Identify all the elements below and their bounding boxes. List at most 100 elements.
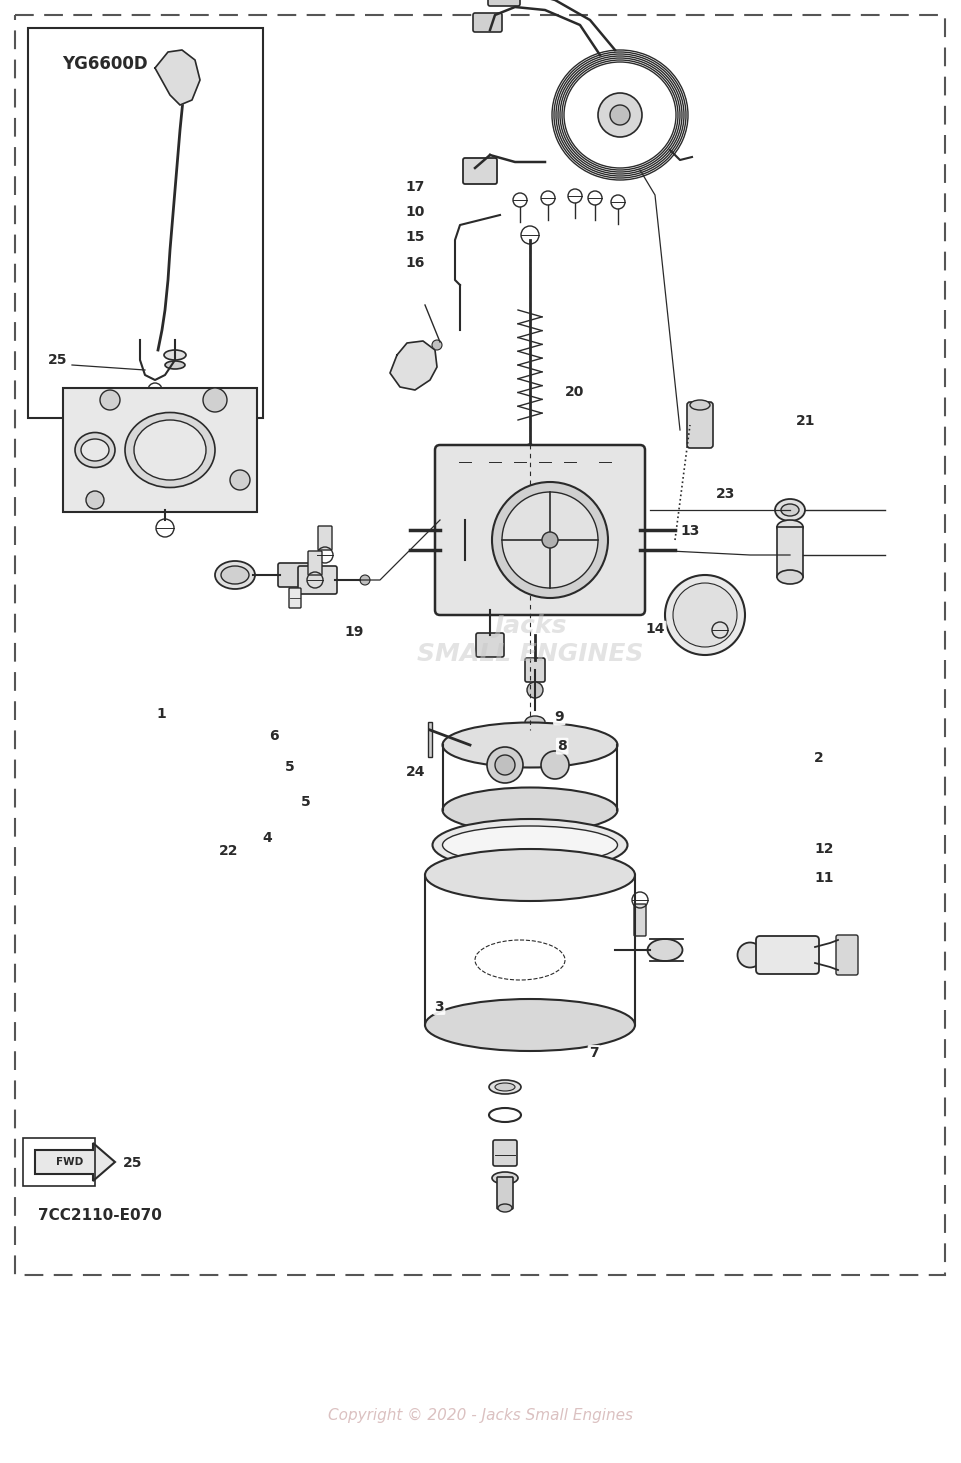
FancyBboxPatch shape bbox=[278, 563, 312, 587]
Text: 25: 25 bbox=[123, 1156, 142, 1170]
FancyBboxPatch shape bbox=[473, 13, 502, 32]
Text: 17: 17 bbox=[406, 180, 425, 195]
Ellipse shape bbox=[442, 787, 618, 832]
FancyBboxPatch shape bbox=[488, 0, 520, 6]
Ellipse shape bbox=[81, 439, 109, 461]
Text: 16: 16 bbox=[406, 256, 425, 271]
FancyBboxPatch shape bbox=[428, 723, 432, 756]
FancyBboxPatch shape bbox=[687, 402, 713, 448]
FancyBboxPatch shape bbox=[63, 388, 257, 512]
Text: 22: 22 bbox=[219, 844, 238, 859]
Ellipse shape bbox=[648, 939, 682, 961]
Circle shape bbox=[86, 492, 104, 509]
Text: 3: 3 bbox=[434, 999, 444, 1014]
FancyBboxPatch shape bbox=[777, 527, 803, 576]
Circle shape bbox=[464, 565, 476, 576]
Ellipse shape bbox=[775, 499, 805, 521]
Circle shape bbox=[541, 751, 569, 778]
Text: 6: 6 bbox=[269, 729, 279, 743]
Circle shape bbox=[487, 748, 523, 783]
Ellipse shape bbox=[495, 1083, 515, 1091]
Ellipse shape bbox=[164, 350, 186, 360]
Ellipse shape bbox=[777, 519, 803, 534]
Text: 4: 4 bbox=[262, 831, 272, 846]
FancyBboxPatch shape bbox=[476, 633, 504, 657]
Ellipse shape bbox=[125, 413, 215, 487]
Ellipse shape bbox=[781, 503, 799, 516]
Text: 13: 13 bbox=[680, 524, 700, 538]
Ellipse shape bbox=[134, 420, 206, 480]
Text: YG6600D: YG6600D bbox=[62, 56, 148, 73]
FancyBboxPatch shape bbox=[298, 566, 337, 594]
Circle shape bbox=[459, 554, 471, 566]
Text: 7: 7 bbox=[589, 1046, 599, 1061]
FancyBboxPatch shape bbox=[497, 1178, 513, 1208]
Text: 25: 25 bbox=[48, 353, 67, 367]
Ellipse shape bbox=[528, 729, 542, 736]
FancyBboxPatch shape bbox=[836, 935, 858, 974]
Circle shape bbox=[598, 94, 642, 138]
Text: 24: 24 bbox=[406, 765, 425, 780]
Text: 23: 23 bbox=[716, 487, 735, 502]
Circle shape bbox=[527, 682, 543, 698]
Circle shape bbox=[100, 391, 120, 410]
Text: 12: 12 bbox=[815, 841, 834, 856]
Ellipse shape bbox=[165, 361, 185, 369]
Text: 11: 11 bbox=[815, 870, 834, 885]
Ellipse shape bbox=[442, 827, 618, 865]
Ellipse shape bbox=[492, 1172, 518, 1184]
Text: 5: 5 bbox=[285, 759, 295, 774]
Ellipse shape bbox=[75, 433, 115, 468]
Circle shape bbox=[360, 575, 370, 585]
Ellipse shape bbox=[425, 999, 635, 1050]
FancyBboxPatch shape bbox=[756, 936, 819, 974]
Circle shape bbox=[230, 470, 250, 490]
Circle shape bbox=[458, 557, 482, 582]
FancyBboxPatch shape bbox=[318, 527, 332, 550]
Ellipse shape bbox=[425, 849, 635, 901]
Ellipse shape bbox=[442, 723, 618, 768]
Circle shape bbox=[524, 443, 536, 456]
Ellipse shape bbox=[777, 571, 803, 584]
Circle shape bbox=[502, 492, 598, 588]
Ellipse shape bbox=[525, 715, 545, 729]
Circle shape bbox=[665, 575, 745, 655]
Circle shape bbox=[492, 481, 608, 598]
Ellipse shape bbox=[498, 1204, 512, 1211]
Text: FWD: FWD bbox=[57, 1157, 84, 1167]
FancyBboxPatch shape bbox=[525, 658, 545, 682]
FancyBboxPatch shape bbox=[435, 445, 645, 614]
Text: 9: 9 bbox=[554, 710, 564, 724]
Text: 19: 19 bbox=[344, 625, 363, 639]
Circle shape bbox=[673, 582, 737, 647]
FancyBboxPatch shape bbox=[493, 1140, 517, 1166]
Circle shape bbox=[203, 388, 227, 413]
Ellipse shape bbox=[432, 819, 628, 870]
Text: 15: 15 bbox=[406, 230, 425, 244]
Circle shape bbox=[610, 105, 630, 124]
FancyBboxPatch shape bbox=[289, 588, 301, 609]
Text: 10: 10 bbox=[406, 205, 425, 219]
Ellipse shape bbox=[215, 560, 255, 590]
FancyBboxPatch shape bbox=[634, 904, 646, 936]
Text: Jacks
SMALL ENGINES: Jacks SMALL ENGINES bbox=[417, 614, 643, 666]
FancyArrow shape bbox=[35, 1143, 115, 1181]
Text: 8: 8 bbox=[557, 739, 567, 753]
Text: 21: 21 bbox=[796, 414, 815, 429]
Text: 2: 2 bbox=[814, 751, 824, 765]
Text: 5: 5 bbox=[301, 794, 310, 809]
Ellipse shape bbox=[221, 566, 249, 584]
Ellipse shape bbox=[690, 399, 710, 410]
Text: 7CC2110-E070: 7CC2110-E070 bbox=[38, 1207, 161, 1223]
FancyBboxPatch shape bbox=[463, 158, 497, 184]
Ellipse shape bbox=[737, 942, 762, 967]
Polygon shape bbox=[155, 50, 200, 105]
Text: 14: 14 bbox=[646, 622, 665, 636]
Polygon shape bbox=[390, 341, 437, 391]
FancyBboxPatch shape bbox=[308, 552, 322, 575]
Circle shape bbox=[542, 533, 558, 549]
Text: 20: 20 bbox=[565, 385, 584, 399]
Circle shape bbox=[432, 339, 442, 350]
Circle shape bbox=[495, 755, 515, 775]
Text: 1: 1 bbox=[157, 707, 166, 721]
